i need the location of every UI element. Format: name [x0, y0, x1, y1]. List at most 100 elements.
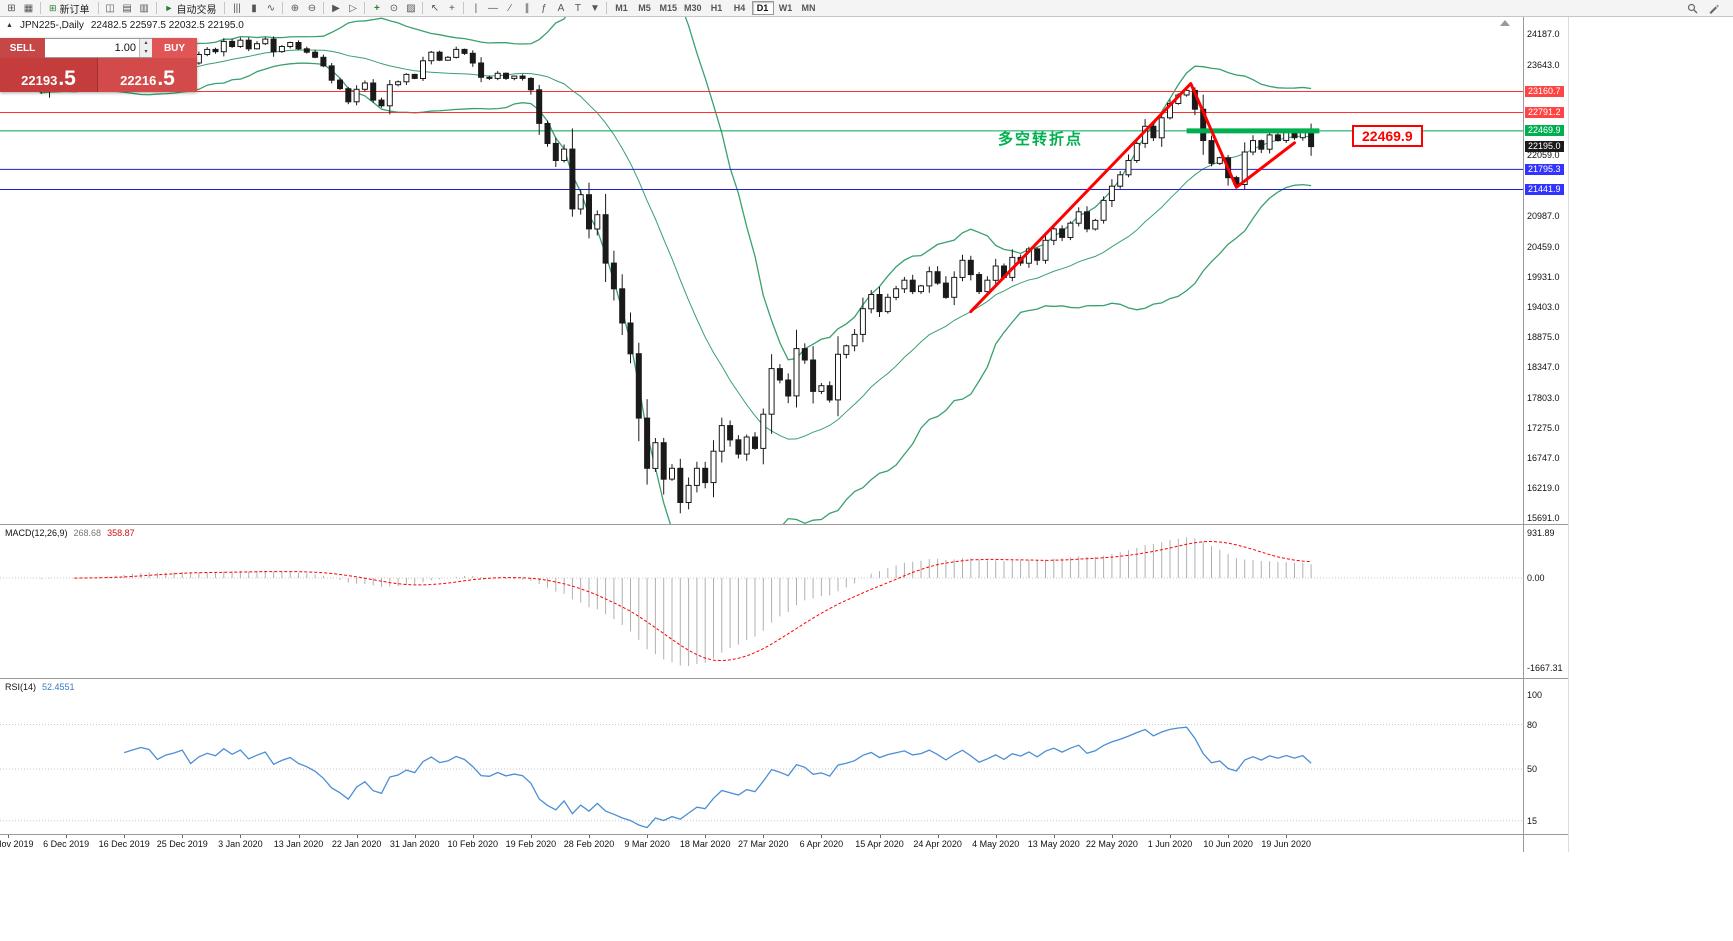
indicators-icon[interactable]: + — [374, 2, 380, 14]
timeframe-m15[interactable]: M15 — [659, 3, 677, 13]
timeframe-m1[interactable]: M1 — [615, 3, 628, 13]
candlestick-chart-icon[interactable]: ▮ — [251, 2, 257, 14]
timeframe-buttons: M1 M5 M15 M30 H1 H4 D1 W1 MN — [610, 1, 819, 15]
trendline-icon[interactable]: ∕ — [509, 2, 511, 14]
price-axis-label: 15691.0 — [1527, 513, 1560, 524]
fibonacci-icon[interactable]: ƒ — [541, 2, 547, 14]
toolbar-separator — [40, 2, 41, 14]
level-price-tag: 21795.3 — [1525, 163, 1564, 175]
date-label: 4 May 2020 — [972, 839, 1020, 849]
new-order-button[interactable]: ⊞ 新订单 — [44, 1, 95, 16]
pivot-annotation-text: 多空转折点 — [998, 131, 1084, 148]
price-axis-label: 17275.0 — [1527, 423, 1560, 433]
buy-button[interactable]: BUY — [152, 38, 197, 58]
zoom-in-icon[interactable]: ⊕ — [290, 2, 300, 14]
periods-icon[interactable]: ⊙ — [389, 2, 399, 14]
label-icon[interactable]: T — [574, 2, 582, 14]
toolbar-separator — [224, 2, 226, 14]
date-tick — [298, 835, 300, 838]
window-edge — [1568, 17, 1569, 852]
symbol-period-label: JPN225-,Daily — [19, 20, 84, 31]
horizontal-line-icon[interactable]: — — [487, 2, 498, 14]
date-label: 28 Feb 2020 — [563, 839, 615, 849]
date-label: 22 May 2020 — [1085, 839, 1138, 849]
templates-icon[interactable]: ▨ — [406, 2, 416, 14]
level-price-tag: 23160.7 — [1525, 86, 1564, 97]
current-price-tag: 22195.0 — [1525, 141, 1564, 152]
text-icon[interactable]: A — [557, 2, 565, 14]
buy-price-fraction: .5 — [157, 67, 175, 91]
date-tick — [356, 835, 358, 838]
price-axis-label: 17803.0 — [1527, 392, 1560, 403]
price-chart-canvas[interactable] — [0, 17, 1523, 524]
rsi-value: 52.4551 — [42, 682, 75, 692]
timeframe-h1[interactable]: H1 — [710, 3, 723, 13]
toolbar-separator — [463, 2, 465, 14]
time-axis-separator — [0, 834, 1568, 835]
timeframe-m5[interactable]: M5 — [638, 3, 651, 13]
buy-price-main: 22216 — [120, 72, 157, 88]
navigator-icon[interactable]: ▥ — [139, 2, 149, 14]
rsi-panel-canvas[interactable] — [0, 679, 1523, 834]
zoom-out-icon[interactable]: ⊖ — [307, 2, 317, 14]
trade-panel-prices: 22193 .5 22216 .5 — [0, 58, 197, 92]
date-label: 31 Jan 2020 — [389, 839, 440, 849]
sell-price-fraction: .5 — [58, 67, 76, 91]
date-label: 27 Nov 2019 — [0, 839, 34, 849]
date-label: 6 Apr 2020 — [799, 839, 844, 849]
chart-shift-icon[interactable]: ▷ — [349, 2, 357, 14]
line-chart-icon[interactable]: ∿ — [266, 2, 276, 14]
macd-panel-separator[interactable] — [0, 524, 1568, 525]
bar-chart-icon[interactable]: ||| — [233, 2, 241, 14]
price-axis[interactable]: 24187.0 23643.0 22059.0 20987.0 20459.0 19931… — [1524, 17, 1569, 852]
date-label: 18 Mar 2020 — [679, 839, 731, 849]
time-axis[interactable]: 27 Nov 2019 6 Dec 2019 16 Dec 2019 25 Dec 2… — [0, 835, 1523, 852]
markup-icon[interactable] — [1705, 1, 1722, 16]
volume-down-icon[interactable]: ▾ — [140, 48, 152, 57]
date-tick — [821, 835, 823, 838]
price-axis-label: 19403.0 — [1527, 301, 1560, 312]
autotrading-button[interactable]: ► 自动交易 — [160, 1, 222, 16]
equidistant-channel-icon[interactable]: ∥ — [524, 2, 530, 14]
macd-axis-max: 931.89 — [1527, 528, 1555, 538]
level-price-tag: 22469.9 — [1525, 125, 1564, 137]
date-label: 9 Mar 2020 — [624, 839, 670, 849]
new-chart-icon[interactable]: ⊞ — [7, 2, 16, 14]
price-axis-border — [1523, 17, 1524, 852]
date-label: 19 Jun 2020 — [1261, 839, 1311, 849]
volume-input[interactable]: 1.00 — [114, 42, 136, 54]
timeframe-w1[interactable]: W1 — [778, 3, 793, 13]
date-tick — [1286, 835, 1288, 838]
rsi-title: RSI(14) 52.4551 — [5, 682, 75, 692]
sell-price-button[interactable]: 22193 .5 — [0, 58, 98, 92]
date-label: 13 Jan 2020 — [273, 839, 324, 849]
volume-field: 1.00 ▴ ▾ — [45, 38, 152, 58]
auto-scroll-icon[interactable]: ▶ — [332, 2, 340, 14]
timeframe-mn[interactable]: MN — [801, 3, 816, 13]
price-axis-label: 24187.0 — [1527, 29, 1560, 39]
arrows-icon[interactable]: ▼ — [590, 2, 600, 14]
cursor-icon[interactable]: ↖ — [430, 2, 440, 14]
one-click-panel-toggle[interactable]: ▲ — [6, 22, 13, 29]
market-watch-icon[interactable]: ◫ — [105, 2, 115, 14]
vertical-line-icon[interactable]: | — [474, 2, 478, 14]
volume-up-icon[interactable]: ▴ — [140, 39, 152, 48]
date-tick — [66, 835, 68, 838]
date-tick — [589, 835, 590, 838]
timeframe-h4[interactable]: H4 — [733, 3, 746, 13]
timeframe-d1[interactable]: D1 — [751, 1, 774, 15]
new-order-icon: ⊞ — [49, 2, 57, 13]
date-label: 13 May 2020 — [1027, 839, 1080, 849]
rsi-panel-separator[interactable] — [0, 678, 1568, 679]
data-window-icon[interactable]: ▤ — [122, 2, 132, 14]
timeframe-m30[interactable]: M30 — [683, 3, 702, 13]
buy-price-button[interactable]: 22216 .5 — [98, 58, 197, 92]
date-tick — [763, 835, 765, 838]
date-tick — [1111, 835, 1113, 838]
chart-profiles-icon[interactable]: ▦ — [23, 2, 34, 14]
autotrading-button-label: 自动交易 — [176, 4, 217, 16]
crosshair-icon[interactable]: + — [449, 2, 455, 14]
macd-panel-canvas[interactable] — [0, 525, 1523, 678]
sell-button[interactable]: SELL — [0, 38, 45, 58]
search-icon[interactable] — [1684, 1, 1701, 16]
